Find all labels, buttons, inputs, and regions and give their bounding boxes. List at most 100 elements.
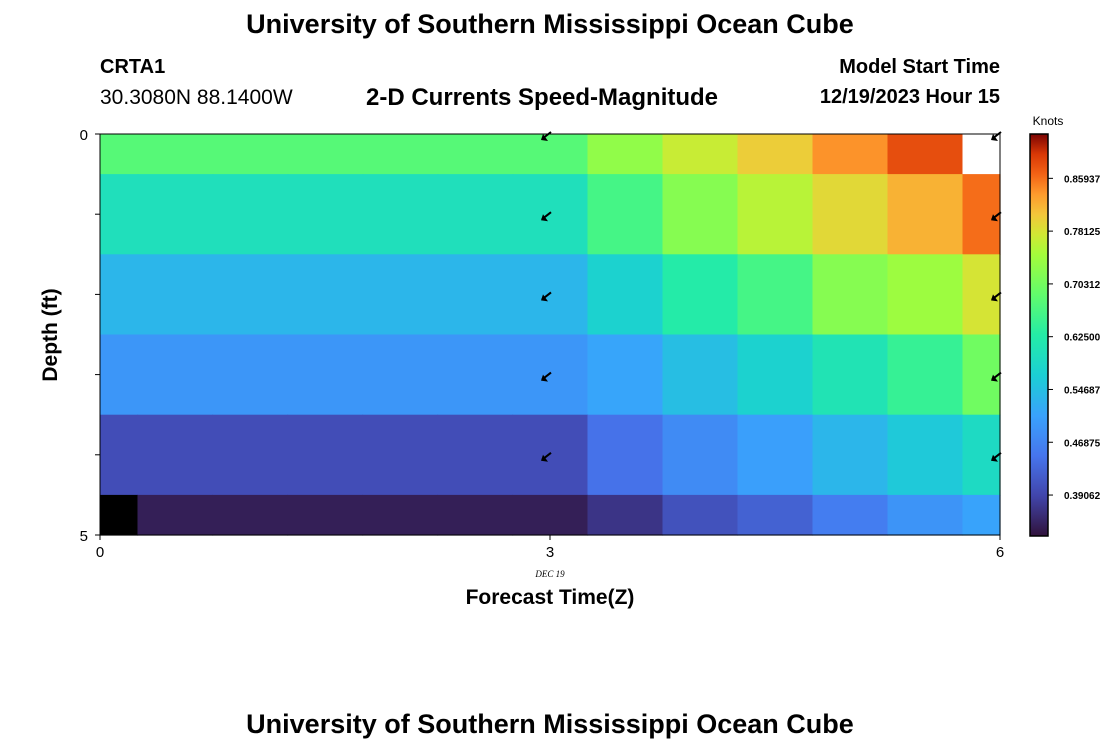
heatmap-cell <box>662 174 739 255</box>
colorbar-tick-label: 0.78125 <box>1064 227 1100 238</box>
heatmap-cell <box>137 254 214 336</box>
heatmap-cell <box>812 134 889 175</box>
heatmap-cell <box>812 174 889 255</box>
heatmap-cell <box>737 334 814 416</box>
heatmap-cell <box>137 334 214 416</box>
heatmap-cell <box>362 414 439 496</box>
model-start-label: Model Start Time <box>839 56 1000 78</box>
footer-title: University of Southern Mississippi Ocean… <box>246 709 854 739</box>
heatmap-cell <box>287 414 364 496</box>
heatmap-cell <box>662 414 739 496</box>
heatmap-cell <box>737 414 814 496</box>
heatmap-cell <box>362 334 439 416</box>
heatmap-cell <box>512 494 589 536</box>
heatmap-cell <box>287 494 364 536</box>
heatmap-cell <box>100 334 139 416</box>
heatmap-cell <box>662 334 739 416</box>
colorbar-tick-label: 0.39062 <box>1064 491 1100 502</box>
y-axis-label: Depth (ft) <box>39 288 62 381</box>
model-start-time: 12/19/2023 Hour 15 <box>819 86 1000 108</box>
heatmap-cell <box>737 494 814 536</box>
heatmap-cell <box>812 494 889 536</box>
heatmap-cell <box>212 494 289 536</box>
heatmap-cell <box>212 134 289 175</box>
colorbar-gradient <box>1029 133 1049 537</box>
heatmap-cell <box>437 174 514 255</box>
heatmap-cell <box>212 334 289 416</box>
heatmap-cell <box>662 134 739 175</box>
heatmap-cell <box>437 134 514 175</box>
heatmap-cell <box>100 254 139 336</box>
x-tick-label: 6 <box>996 544 1004 561</box>
colorbar-tick-label: 0.70312 <box>1064 280 1100 291</box>
heatmap-cell <box>587 134 664 175</box>
heatmap-cell <box>887 254 964 336</box>
heatmap-cell <box>887 414 964 496</box>
heatmap-cell <box>962 254 1001 336</box>
heatmap-cell <box>512 134 589 175</box>
heatmap-cell <box>962 134 1001 175</box>
heatmap-cell <box>437 494 514 536</box>
heatmap-cell <box>812 334 889 416</box>
colorbar-title: Knots <box>1033 114 1064 128</box>
heatmap-cell <box>287 334 364 416</box>
heatmap-cell <box>737 254 814 336</box>
current-vector-arrow <box>541 452 552 462</box>
heatmap-cell <box>212 174 289 255</box>
heatmap-cell <box>362 254 439 336</box>
heatmap-cell <box>662 494 739 536</box>
colorbar-tick-label: 0.54687 <box>1064 385 1100 396</box>
heatmap-cell <box>587 254 664 336</box>
colorbar-tick-label: 0.85937 <box>1064 174 1100 185</box>
current-vector-arrow <box>991 131 1002 141</box>
heatmap-cell <box>287 174 364 255</box>
chart-subtitle: 2-D Currents Speed-Magnitude <box>366 84 719 111</box>
heatmap-cell <box>362 494 439 536</box>
current-vectors <box>541 131 1002 462</box>
x-axis-label: Forecast Time(Z) <box>466 586 635 609</box>
heatmap-cell <box>287 254 364 336</box>
heatmap-cell <box>737 174 814 255</box>
heatmap-cell <box>587 494 664 536</box>
x-tick-label: 3 <box>546 544 554 561</box>
heatmap-cell <box>512 174 589 255</box>
heatmap-cell <box>587 414 664 496</box>
chart-title: University of Southern Mississippi Ocean… <box>246 9 854 39</box>
heatmap-cell <box>100 134 139 175</box>
heatmap-cell <box>962 334 1001 416</box>
heatmap-cell <box>212 254 289 336</box>
heatmap-cell <box>962 494 1001 536</box>
heatmap-cell <box>887 134 964 175</box>
heatmap-cell <box>362 134 439 175</box>
station-coordinates: 30.3080N 88.1400W <box>100 86 293 109</box>
heatmap-cell <box>137 494 214 536</box>
current-vector-arrow <box>541 291 552 302</box>
heatmap-cell <box>512 254 589 336</box>
heatmap-cell <box>887 334 964 416</box>
heatmap-cell <box>100 414 139 496</box>
date-label: DEC 19 <box>534 569 565 579</box>
heatmap-cell <box>137 414 214 496</box>
heatmap-cell <box>437 254 514 336</box>
station-name: CRTA1 <box>100 56 166 78</box>
heatmap-cell <box>812 254 889 336</box>
heatmap-cell <box>100 174 139 255</box>
heatmap-cell <box>512 334 589 416</box>
heatmap-cell <box>512 414 589 496</box>
heatmap-cell <box>887 494 964 536</box>
colorbar-tick-label: 0.46875 <box>1064 438 1100 449</box>
current-vector-arrow <box>541 371 552 382</box>
heatmap-cell <box>587 174 664 255</box>
heatmap-cell <box>137 134 214 175</box>
heatmap-cell <box>962 174 1001 255</box>
x-tick-label: 0 <box>96 544 104 561</box>
heatmap-cell <box>437 334 514 416</box>
current-vector-arrow <box>541 211 552 222</box>
heatmap-cells <box>100 134 1001 536</box>
colorbar-ticks: 0.85937 0.78125 0.70312 0.62500 0.54687 0.468… <box>1048 174 1100 502</box>
heatmap-cell <box>362 174 439 255</box>
heatmap-cell <box>437 414 514 496</box>
current-vector-arrow <box>541 131 552 141</box>
heatmap-cell <box>887 174 964 255</box>
